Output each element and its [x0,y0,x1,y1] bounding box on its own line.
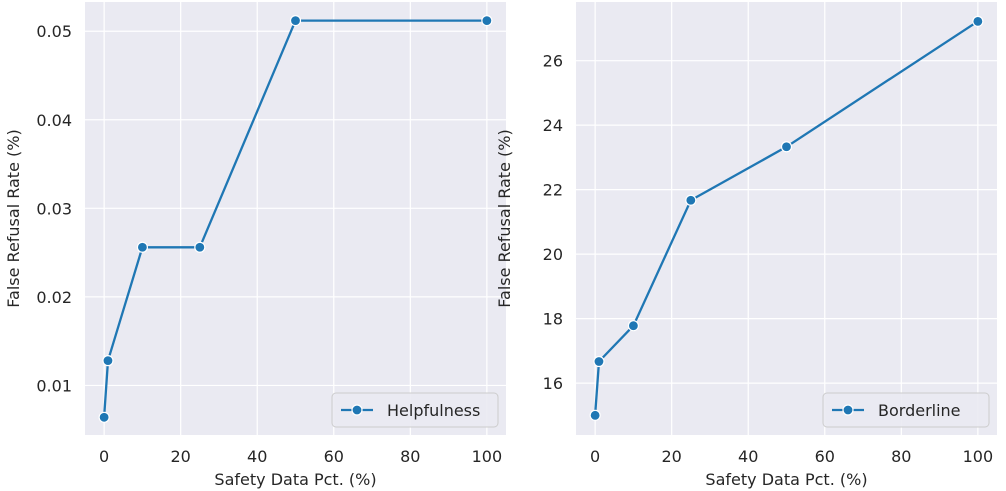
y-axis-label: False Refusal Rate (%) [4,129,23,307]
chart-panel-1: 0 20 40 60 80 100 0.01 0.02 0.03 0.04 0.05 Safety D… [4,2,506,489]
series-line [102,19,487,418]
legend: Borderline [822,392,990,428]
series-line [593,20,979,416]
x-axis-label: Safety Data Pct. (%) [214,470,376,489]
data-point [102,355,114,367]
chart-panel-2: 0 20 40 60 80 100 16 18 20 22 24 26 Safety Data Pct.… [495,2,997,489]
x-tick-label: 40 [247,447,267,466]
legend-label: Helpfulness [387,401,480,420]
x-tick-label: 60 [815,447,835,466]
x-tick-label: 100 [472,447,503,466]
y-tick-label: 0.03 [36,199,72,218]
y-tick-label: 0.05 [36,22,72,41]
plot-background [576,2,997,435]
data-point [194,241,206,253]
plot-background [85,2,506,435]
legend-box [822,392,990,428]
y-tick-label: 16 [543,374,563,393]
x-axis-label: Safety Data Pct. (%) [705,470,867,489]
data-point [481,14,493,27]
data-point [98,411,110,423]
data-point [780,141,793,153]
x-tick-label: 80 [891,447,911,466]
x-tick-label: 80 [400,447,420,466]
data-point [593,355,605,368]
legend: Helpfulness [331,392,499,428]
data-point [136,241,149,253]
data-point [589,409,601,421]
y-tick-label: 26 [543,52,563,71]
x-tick-label: 20 [662,447,682,466]
y-axis-label: False Refusal Rate (%) [495,129,514,307]
y-tick-label: 18 [543,310,563,329]
x-tick-label: 20 [171,447,191,466]
y-tick-label: 22 [543,181,563,200]
y-tick-label: 24 [543,116,563,135]
x-tick-label: 0 [590,447,600,466]
legend-point-marker [842,404,854,416]
legend-box [331,392,499,428]
y-tick-label: 20 [543,245,563,264]
data-point [289,14,302,27]
data-point [685,194,697,206]
y-tick-label: 0.02 [36,288,72,307]
y-tick-label: 0.04 [36,111,72,130]
legend-point-marker [351,404,363,416]
x-tick-label: 100 [963,447,994,466]
x-tick-label: 0 [99,447,109,466]
data-point [627,320,640,332]
legend-label: Borderline [878,401,961,420]
data-point [972,15,984,27]
x-tick-label: 40 [738,447,758,466]
x-tick-label: 60 [324,447,344,466]
y-tick-label: 0.01 [36,376,72,395]
